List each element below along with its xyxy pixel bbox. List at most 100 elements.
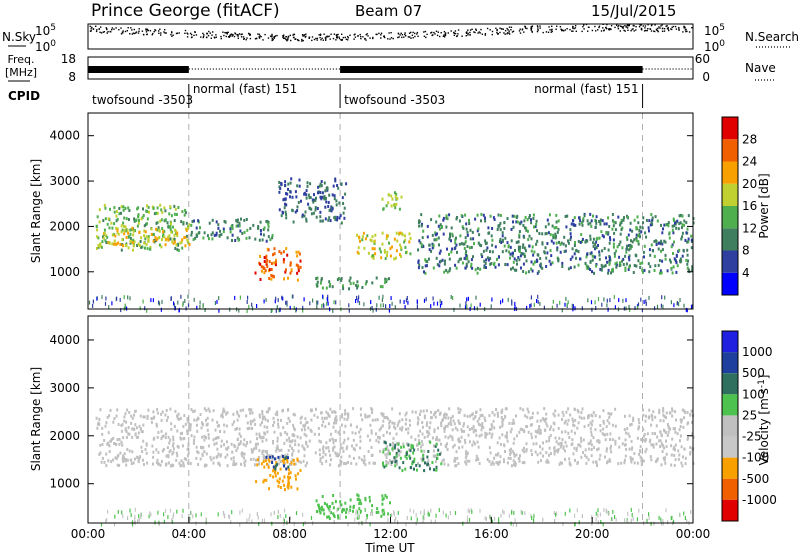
range-cell (652, 445, 655, 449)
range-cell (554, 436, 557, 440)
range-cell (280, 418, 282, 422)
colorbar-tick-label: 12 (742, 221, 757, 235)
noise-dot (508, 26, 511, 28)
range-cell (172, 237, 175, 241)
noise-dot (411, 34, 414, 36)
noise-dot (290, 39, 292, 42)
near-range-cell (660, 517, 662, 522)
range-cell (645, 235, 648, 239)
range-cell (441, 258, 444, 262)
range-cell (570, 443, 573, 447)
range-cell (676, 264, 679, 268)
noise-dot (598, 25, 601, 27)
range-cell (466, 230, 469, 234)
range-cell (156, 237, 159, 241)
range-cell (503, 460, 505, 464)
range-cell (321, 195, 323, 199)
freq-bar (340, 66, 643, 73)
range-cell (165, 454, 168, 458)
range-cell (370, 239, 373, 243)
range-cell (143, 241, 146, 245)
cpid-segment-label: twofsound -3503 (92, 93, 193, 107)
noise-dot (237, 37, 239, 39)
range-cell (392, 445, 394, 449)
range-cell (587, 222, 590, 226)
near-range-cell (597, 513, 599, 518)
range-cell (284, 454, 286, 458)
range-cell (316, 415, 319, 419)
range-cell (559, 461, 562, 465)
range-cell (510, 239, 513, 243)
range-cell (347, 412, 350, 416)
range-cell (210, 458, 213, 462)
noise-dot (683, 26, 685, 28)
noise-dot (222, 31, 224, 33)
range-cell (485, 432, 488, 436)
range-cell (660, 271, 663, 275)
near-range-cell (490, 304, 492, 309)
near-range-cell (150, 512, 152, 517)
range-cell (423, 435, 426, 439)
noise-dot (400, 32, 402, 34)
range-cell (223, 430, 226, 434)
range-cell (271, 461, 274, 464)
range-cell (660, 223, 662, 227)
range-cell (330, 511, 332, 515)
colorbar-tick-label: 24 (742, 155, 757, 169)
noise-dot (149, 30, 152, 32)
range-cell (272, 253, 274, 257)
range-cell (658, 411, 661, 415)
range-cell (341, 446, 344, 450)
range-cell (201, 452, 204, 456)
range-cell (112, 436, 115, 440)
range-cell (444, 412, 447, 416)
range-cell (553, 226, 556, 230)
range-cell (602, 235, 605, 239)
near-range-cell (395, 516, 397, 521)
range-cell (546, 218, 549, 222)
range-cell (324, 453, 327, 457)
near-range-cell (230, 519, 232, 524)
range-cell (212, 409, 215, 413)
range-cell (468, 459, 471, 463)
near-range-cell (438, 508, 440, 513)
range-cell (268, 277, 271, 280)
range-cell (561, 438, 564, 441)
time-axis-label: Time UT (364, 541, 415, 554)
range-cell (255, 480, 258, 484)
range-cell (190, 233, 193, 237)
noise-dot (467, 34, 469, 36)
range-cell (564, 249, 567, 253)
range-cell (186, 417, 189, 421)
range-cell (159, 463, 162, 467)
range-cell (547, 222, 550, 226)
range-cell (146, 210, 149, 213)
range-cell (537, 460, 540, 464)
range-cell (523, 226, 526, 230)
range-cell (464, 456, 467, 460)
range-cell (353, 448, 356, 452)
range-cell (163, 206, 166, 210)
range-cell (176, 414, 178, 418)
range-cell (561, 261, 564, 265)
range-cell (536, 229, 538, 233)
noise-dot (329, 38, 331, 40)
range-cell (483, 259, 486, 263)
range-cell (648, 408, 651, 412)
noise-dot (627, 24, 630, 27)
near-range-cell (587, 298, 589, 303)
noise-dot (423, 31, 425, 33)
near-range-cell (257, 515, 259, 520)
range-cell (320, 411, 323, 415)
near-range-cell (119, 297, 121, 302)
range-cell (400, 445, 403, 449)
range-cell (663, 223, 666, 227)
range-cell (223, 443, 225, 447)
range-cell (216, 447, 219, 451)
range-cell (579, 257, 581, 261)
range-cell (267, 228, 270, 232)
range-cell (641, 226, 644, 230)
range-cell (236, 236, 239, 240)
range-cell (286, 408, 289, 412)
